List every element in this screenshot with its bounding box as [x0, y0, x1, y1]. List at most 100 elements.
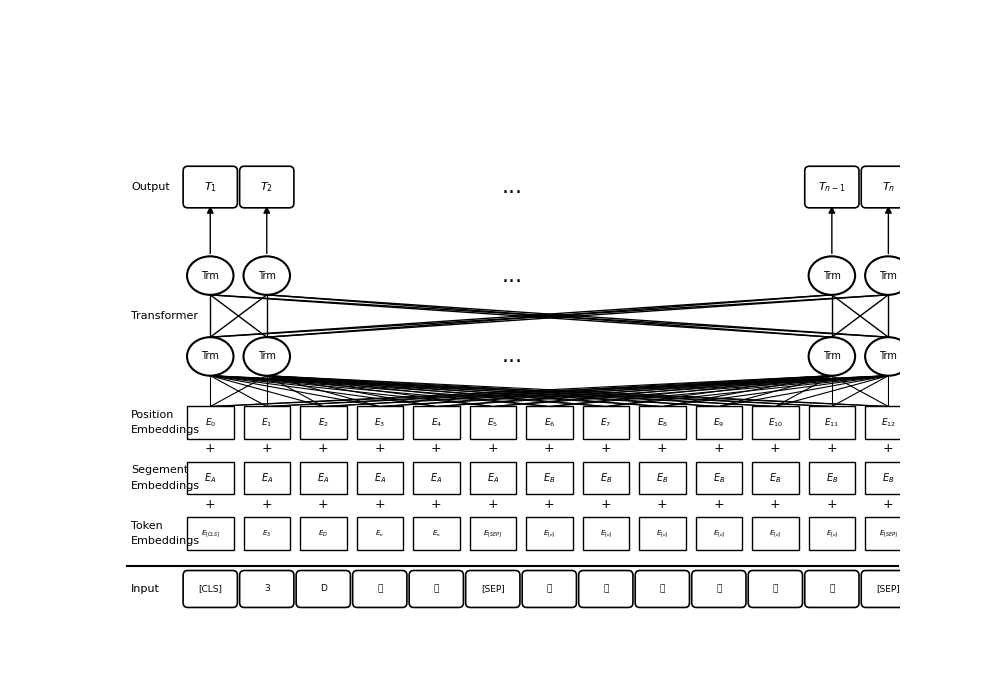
Ellipse shape: [244, 257, 290, 295]
Text: +: +: [261, 442, 272, 456]
Text: $E_B$: $E_B$: [600, 471, 612, 485]
Text: $E_{[\mathsf{教}]}$: $E_{[\mathsf{教}]}$: [600, 528, 612, 539]
Bar: [244, 407, 290, 439]
Bar: [357, 462, 403, 495]
Text: +: +: [827, 498, 837, 511]
Text: 打: 打: [377, 584, 382, 593]
Text: ...: ...: [502, 177, 523, 197]
Bar: [809, 462, 855, 495]
Text: $E_{[\mathsf{中}]}$: $E_{[\mathsf{中}]}$: [713, 528, 725, 539]
Text: Trm: Trm: [201, 270, 219, 281]
Bar: [300, 517, 347, 549]
Text: +: +: [487, 498, 498, 511]
Text: $E_A$: $E_A$: [374, 471, 386, 485]
Text: +: +: [544, 498, 555, 511]
Text: $E_5$: $E_5$: [487, 416, 498, 429]
FancyBboxPatch shape: [579, 571, 633, 608]
Text: $E_{[CLS]}$: $E_{[CLS]}$: [201, 528, 220, 539]
FancyBboxPatch shape: [861, 166, 916, 208]
Text: Trm: Trm: [823, 351, 841, 362]
Text: $E_4$: $E_4$: [431, 416, 442, 429]
Text: $E_{[SEP]}$: $E_{[SEP]}$: [879, 528, 898, 539]
Text: Trm: Trm: [258, 351, 276, 362]
FancyBboxPatch shape: [240, 166, 294, 208]
Text: $E_D$: $E_D$: [318, 528, 328, 539]
Text: $E_B$: $E_B$: [826, 471, 838, 485]
Text: Segement: Segement: [131, 465, 188, 475]
Bar: [865, 462, 912, 495]
Text: $E_A$: $E_A$: [204, 471, 216, 485]
Bar: [696, 517, 742, 549]
FancyBboxPatch shape: [296, 571, 350, 608]
Text: +: +: [770, 498, 781, 511]
Text: +: +: [431, 442, 442, 456]
Text: $E_9$: $E_9$: [713, 416, 724, 429]
Text: 用: 用: [829, 584, 835, 593]
FancyBboxPatch shape: [861, 571, 916, 608]
Text: 中: 中: [716, 584, 722, 593]
Text: $E_{\mathsf{打}}$: $E_{\mathsf{打}}$: [375, 529, 384, 539]
Text: +: +: [827, 442, 837, 456]
Text: Embeddings: Embeddings: [131, 536, 200, 546]
Bar: [865, 517, 912, 549]
FancyBboxPatch shape: [805, 571, 859, 608]
Text: $E_{[SEP]}$: $E_{[SEP]}$: [483, 528, 502, 539]
Text: $E_6$: $E_6$: [544, 416, 555, 429]
Bar: [413, 462, 460, 495]
Text: +: +: [714, 498, 724, 511]
Text: [SEP]: [SEP]: [876, 584, 900, 593]
Text: $E_{12}$: $E_{12}$: [881, 416, 896, 429]
Bar: [583, 462, 629, 495]
Bar: [752, 517, 799, 549]
Text: Embeddings: Embeddings: [131, 425, 200, 436]
Bar: [526, 517, 573, 549]
Text: +: +: [883, 498, 894, 511]
FancyBboxPatch shape: [522, 571, 576, 608]
Text: $E_{[\mathsf{应}]}$: $E_{[\mathsf{应}]}$: [769, 528, 781, 539]
Text: $E_B$: $E_B$: [769, 471, 782, 485]
Text: 育: 育: [660, 584, 665, 593]
Bar: [187, 407, 234, 439]
Text: +: +: [374, 442, 385, 456]
Bar: [639, 462, 686, 495]
Text: $E_B$: $E_B$: [713, 471, 725, 485]
Text: Trm: Trm: [258, 270, 276, 281]
Bar: [865, 407, 912, 439]
Text: $E_{10}$: $E_{10}$: [768, 416, 783, 429]
Text: Transformer: Transformer: [131, 311, 198, 321]
Text: +: +: [544, 442, 555, 456]
Bar: [413, 517, 460, 549]
FancyBboxPatch shape: [466, 571, 520, 608]
Bar: [300, 407, 347, 439]
Text: +: +: [205, 498, 216, 511]
Bar: [583, 517, 629, 549]
Text: +: +: [657, 442, 668, 456]
Text: ...: ...: [502, 346, 523, 366]
Bar: [470, 407, 516, 439]
Text: $E_A$: $E_A$: [430, 471, 442, 485]
FancyBboxPatch shape: [183, 166, 237, 208]
Text: $E_{[\mathsf{育}]}$: $E_{[\mathsf{育}]}$: [656, 528, 668, 539]
Bar: [752, 462, 799, 495]
Text: Position: Position: [131, 410, 175, 420]
Text: $E_B$: $E_B$: [882, 471, 895, 485]
Text: +: +: [318, 498, 329, 511]
FancyBboxPatch shape: [240, 571, 294, 608]
Bar: [244, 517, 290, 549]
FancyBboxPatch shape: [748, 571, 802, 608]
Bar: [357, 517, 403, 549]
Bar: [696, 407, 742, 439]
Text: Trm: Trm: [201, 351, 219, 362]
Text: +: +: [374, 498, 385, 511]
Text: $E_{[\mathsf{用}]}$: $E_{[\mathsf{用}]}$: [826, 528, 838, 539]
Text: +: +: [714, 442, 724, 456]
Text: [CLS]: [CLS]: [198, 584, 222, 593]
Bar: [244, 462, 290, 495]
FancyBboxPatch shape: [635, 571, 689, 608]
Ellipse shape: [187, 338, 234, 376]
Ellipse shape: [809, 257, 855, 295]
Text: Input: Input: [131, 584, 160, 594]
Text: 印: 印: [434, 584, 439, 593]
Text: +: +: [601, 442, 611, 456]
Bar: [187, 462, 234, 495]
